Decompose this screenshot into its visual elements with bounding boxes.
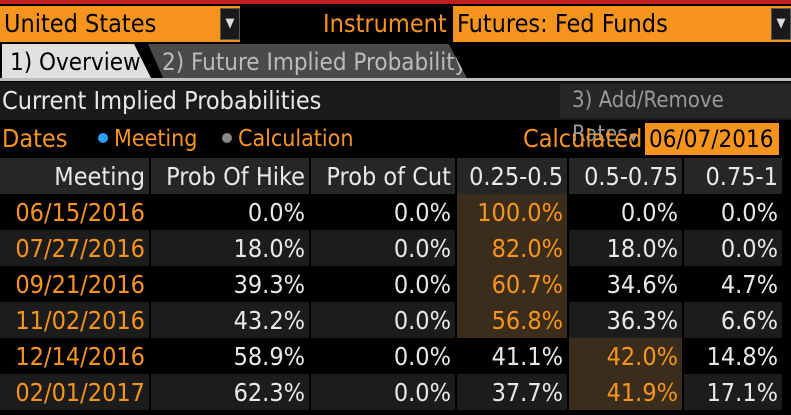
rate-cell: 60.7% <box>455 266 568 302</box>
prob-hike-cell: 39.3% <box>149 266 310 302</box>
rate-cell: 17.1% <box>682 374 782 410</box>
chevron-down-icon: ▼ <box>629 131 638 144</box>
instrument-dropdown[interactable]: Futures: Fed Funds <box>453 6 791 42</box>
country-value: United States <box>4 9 157 38</box>
radio-unselected-icon <box>222 132 232 143</box>
radio-calculation[interactable]: Calculation <box>222 120 353 158</box>
tab-overview-label: 1) Overview <box>10 48 141 76</box>
rate-cell: 6.6% <box>682 302 782 338</box>
meeting-date-cell: 02/01/2017 <box>0 374 150 410</box>
prob-cut-cell: 0.0% <box>309 266 456 302</box>
add-remove-rates-button[interactable]: 3) Add/Remove Rates ▼ <box>560 84 791 147</box>
dates-row: Dates Meeting Calculation Calculated 06/… <box>0 120 791 158</box>
radio-selected-icon <box>98 132 108 143</box>
meeting-date-cell: 06/15/2016 <box>0 194 150 230</box>
calculated-date-field[interactable]: 06/07/2016 <box>645 123 779 155</box>
dates-label: Dates <box>2 124 68 153</box>
rate-cell: 41.9% <box>567 374 683 410</box>
tab-future-implied-probability-label: 2) Future Implied Probability <box>162 48 468 76</box>
radio-meeting-label: Meeting <box>114 126 198 152</box>
column-header-rate-0-75[interactable]: 0.75-1 <box>682 158 782 194</box>
prob-cut-cell: 0.0% <box>309 230 456 266</box>
meeting-date-cell: 07/27/2016 <box>0 230 150 266</box>
calculated-date-value: 06/07/2016 <box>649 125 774 153</box>
rate-cell: 36.3% <box>567 302 683 338</box>
prob-hike-cell: 58.9% <box>149 338 310 374</box>
probabilities-table: Meeting Prob Of Hike Prob of Cut 0.25-0.… <box>0 158 782 410</box>
prob-cut-cell: 0.0% <box>309 338 456 374</box>
instrument-label: Instrument <box>323 9 447 38</box>
instrument-value: Futures: Fed Funds <box>457 9 668 38</box>
table-header-row: Meeting Prob Of Hike Prob of Cut 0.25-0.… <box>0 158 782 194</box>
rate-cell: 56.8% <box>455 302 568 338</box>
section-header: Current Implied Probabilities 3) Add/Rem… <box>0 82 791 147</box>
table-row[interactable]: 07/27/2016 18.0% 0.0% 82.0% 18.0% 0.0% <box>0 230 782 266</box>
country-dropdown-arrow-icon[interactable]: ▼ <box>220 8 240 40</box>
table-row[interactable]: 11/02/2016 43.2% 0.0% 56.8% 36.3% 6.6% <box>0 302 782 338</box>
meeting-date-cell: 11/02/2016 <box>0 302 150 338</box>
meeting-date-cell: 12/14/2016 <box>0 338 150 374</box>
rate-cell: 14.8% <box>682 338 782 374</box>
tab-future-implied-probability[interactable]: 2) Future Implied Probability <box>148 44 468 80</box>
table-row[interactable]: 12/14/2016 58.9% 0.0% 41.1% 42.0% 14.8% <box>0 338 782 374</box>
prob-cut-cell: 0.0% <box>309 302 456 338</box>
add-remove-rates-label: 3) Add/Remove Rates <box>572 88 724 147</box>
column-header-meeting[interactable]: Meeting <box>0 158 150 194</box>
rate-cell: 4.7% <box>682 266 782 302</box>
top-accent-bar <box>0 0 791 4</box>
rate-cell: 0.0% <box>682 230 782 266</box>
rate-cell: 34.6% <box>567 266 683 302</box>
calculated-label: Calculated <box>523 124 643 153</box>
prob-cut-cell: 0.0% <box>309 194 456 230</box>
rate-cell: 0.0% <box>567 194 683 230</box>
rate-cell: 82.0% <box>455 230 568 266</box>
rate-cell: 42.0% <box>567 338 683 374</box>
prob-hike-cell: 62.3% <box>149 374 310 410</box>
instrument-dropdown-arrow-icon[interactable]: ▼ <box>771 8 791 40</box>
table-row[interactable]: 06/15/2016 0.0% 0.0% 100.0% 0.0% 0.0% <box>0 194 782 230</box>
prob-cut-cell: 0.0% <box>309 374 456 410</box>
column-header-prob-hike[interactable]: Prob Of Hike <box>149 158 310 194</box>
prob-hike-cell: 18.0% <box>149 230 310 266</box>
country-dropdown[interactable]: United States <box>0 6 240 42</box>
rate-cell: 18.0% <box>567 230 683 266</box>
section-title: Current Implied Probabilities <box>2 86 322 115</box>
prob-hike-cell: 43.2% <box>149 302 310 338</box>
rate-cell: 0.0% <box>682 194 782 230</box>
tab-overview[interactable]: 1) Overview <box>2 44 152 80</box>
column-header-rate-0-5[interactable]: 0.5-0.75 <box>567 158 683 194</box>
table-row[interactable]: 09/21/2016 39.3% 0.0% 60.7% 34.6% 4.7% <box>0 266 782 302</box>
rate-cell: 41.1% <box>455 338 568 374</box>
prob-hike-cell: 0.0% <box>149 194 310 230</box>
header-row: United States ▼ Instrument Futures: Fed … <box>0 6 791 42</box>
tab-bar: 1) Overview 2) Future Implied Probabilit… <box>0 44 791 80</box>
meeting-date-cell: 09/21/2016 <box>0 266 150 302</box>
column-header-prob-cut[interactable]: Prob of Cut <box>309 158 456 194</box>
radio-meeting[interactable]: Meeting <box>98 120 197 158</box>
rate-cell: 37.7% <box>455 374 568 410</box>
rate-cell: 100.0% <box>455 194 568 230</box>
column-header-rate-0-25[interactable]: 0.25-0.5 <box>455 158 568 194</box>
tab-underline <box>0 78 791 81</box>
table-row[interactable]: 02/01/2017 62.3% 0.0% 37.7% 41.9% 17.1% <box>0 374 782 410</box>
radio-calculation-label: Calculation <box>238 126 354 152</box>
